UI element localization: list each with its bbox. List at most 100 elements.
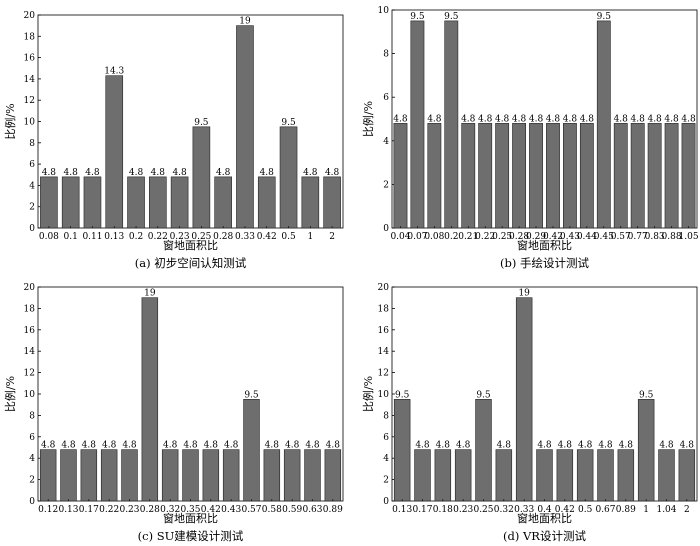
x-tick-label: 0.28 bbox=[213, 232, 233, 242]
x-tick-label: 2 bbox=[329, 232, 335, 242]
bar bbox=[127, 176, 145, 229]
data-label: 4.8 bbox=[82, 441, 97, 451]
y-tick-label: 16 bbox=[378, 326, 390, 336]
bar bbox=[105, 75, 124, 229]
data-label: 4.8 bbox=[512, 114, 527, 124]
y-tick-label: 8 bbox=[29, 411, 35, 421]
data-label: 4.8 bbox=[216, 168, 231, 178]
y-tick-label: 8 bbox=[29, 139, 35, 149]
x-tick-label: 0.89 bbox=[616, 505, 636, 515]
x-tick-label: 0.17 bbox=[79, 505, 99, 515]
data-label: 19 bbox=[239, 17, 251, 27]
x-axis-label: 窗地面积比 bbox=[517, 511, 572, 525]
bar bbox=[222, 449, 240, 502]
data-label: 4.8 bbox=[285, 441, 300, 451]
x-tick-label: 0.42 bbox=[555, 505, 575, 515]
x-tick-label: 0.4 bbox=[537, 505, 552, 515]
data-label: 4.8 bbox=[478, 114, 493, 124]
x-tick-label: 0.22 bbox=[148, 232, 168, 242]
y-tick-label: 16 bbox=[24, 54, 36, 64]
data-label: 4.8 bbox=[41, 441, 56, 451]
x-tick-label: 0.08 bbox=[39, 232, 59, 242]
data-label: 4.8 bbox=[305, 441, 320, 451]
x-tick-label: 0.2 bbox=[129, 232, 143, 242]
data-label: 14.3 bbox=[104, 67, 124, 77]
x-tick-label: 0.11 bbox=[82, 232, 102, 242]
bar bbox=[80, 449, 98, 502]
y-tick-label: 20 bbox=[24, 283, 36, 293]
x-tick-label: 0.67 bbox=[595, 505, 615, 515]
bar bbox=[461, 123, 476, 229]
x-tick-label: 0.32 bbox=[494, 505, 514, 515]
x-tick-label: 0.25 bbox=[191, 232, 211, 242]
x-tick-label: 0.5 bbox=[281, 232, 296, 242]
data-label: 4.8 bbox=[659, 441, 674, 451]
chart-caption: (b) 手绘设计测试 bbox=[500, 256, 589, 270]
data-label: 4.8 bbox=[151, 168, 166, 178]
plot-frame bbox=[391, 9, 698, 229]
bar bbox=[556, 449, 574, 502]
bar bbox=[475, 399, 492, 502]
bar bbox=[512, 123, 526, 229]
y-tick-label: 14 bbox=[378, 347, 390, 357]
x-tick-label: 0.12 bbox=[38, 505, 58, 515]
data-label: 4.8 bbox=[619, 441, 634, 451]
bar bbox=[301, 176, 320, 229]
x-tick-label: 0.13 bbox=[58, 505, 78, 515]
x-tick-label: 0.25 bbox=[492, 232, 512, 242]
data-label: 4.8 bbox=[224, 441, 239, 451]
data-label: 4.8 bbox=[461, 114, 476, 124]
x-tick-label: 0.1 bbox=[64, 232, 78, 242]
bar bbox=[279, 126, 298, 229]
y-tick-label: 4 bbox=[29, 181, 35, 191]
data-label: 4.8 bbox=[631, 114, 646, 124]
bar bbox=[83, 176, 102, 229]
y-tick-label: 2 bbox=[29, 203, 35, 213]
y-tick-label: 18 bbox=[24, 304, 36, 314]
x-tick-label: 0.42 bbox=[201, 505, 221, 515]
bar bbox=[563, 123, 577, 229]
data-label: 4.8 bbox=[42, 168, 57, 178]
bar bbox=[121, 449, 138, 502]
y-tick-label: 2 bbox=[383, 476, 389, 486]
data-label: 4.8 bbox=[529, 114, 544, 124]
data-label: 4.8 bbox=[681, 114, 696, 124]
data-label: 4.8 bbox=[61, 441, 76, 451]
bar bbox=[324, 449, 342, 502]
x-tick-label: 0.2 bbox=[444, 232, 458, 242]
chart-caption: (a) 初步空间认知测试 bbox=[135, 256, 247, 270]
x-tick-label: 0.23 bbox=[453, 505, 473, 515]
y-tick-label: 18 bbox=[24, 32, 36, 42]
data-label: 19 bbox=[518, 289, 530, 299]
x-tick-label: 0.23 bbox=[170, 232, 190, 242]
data-label: 4.8 bbox=[647, 114, 662, 124]
bar bbox=[579, 123, 594, 229]
data-label: 4.8 bbox=[456, 441, 471, 451]
data-label: 4.8 bbox=[614, 114, 629, 124]
x-axis-label: 窗地面积比 bbox=[517, 238, 572, 252]
data-label: 4.8 bbox=[495, 114, 510, 124]
x-tick-label: 0.28 bbox=[509, 232, 529, 242]
data-label: 9.5 bbox=[444, 12, 459, 22]
bar bbox=[596, 20, 611, 229]
y-tick-label: 12 bbox=[378, 369, 389, 379]
x-tick-label: 0.21 bbox=[458, 232, 478, 242]
x-tick-label: 0.22 bbox=[99, 505, 119, 515]
chart-panel-b: 0 2 4 6 8 10 4.8 0.04 9.5 0.07 4.8 0.08 9.5 0.2 4.8 0.2… bbox=[361, 6, 699, 270]
bar bbox=[39, 449, 57, 502]
y-tick-label: 0 bbox=[383, 497, 389, 507]
data-label: 4.8 bbox=[85, 168, 100, 178]
y-tick-label: 20 bbox=[378, 283, 390, 293]
y-tick-label: 8 bbox=[383, 50, 389, 60]
bar bbox=[161, 449, 179, 502]
bar bbox=[410, 20, 425, 229]
y-tick-label: 0 bbox=[383, 224, 389, 234]
chart-caption: (d) VR设计测试 bbox=[503, 529, 586, 543]
bar bbox=[495, 123, 510, 229]
bar bbox=[100, 449, 118, 502]
x-tick-label: 0.33 bbox=[235, 232, 255, 242]
x-tick-label: 0.33 bbox=[514, 505, 534, 515]
data-label: 4.8 bbox=[664, 114, 679, 124]
data-label: 4.8 bbox=[303, 168, 318, 178]
x-tick-label: 0.45 bbox=[594, 232, 614, 242]
